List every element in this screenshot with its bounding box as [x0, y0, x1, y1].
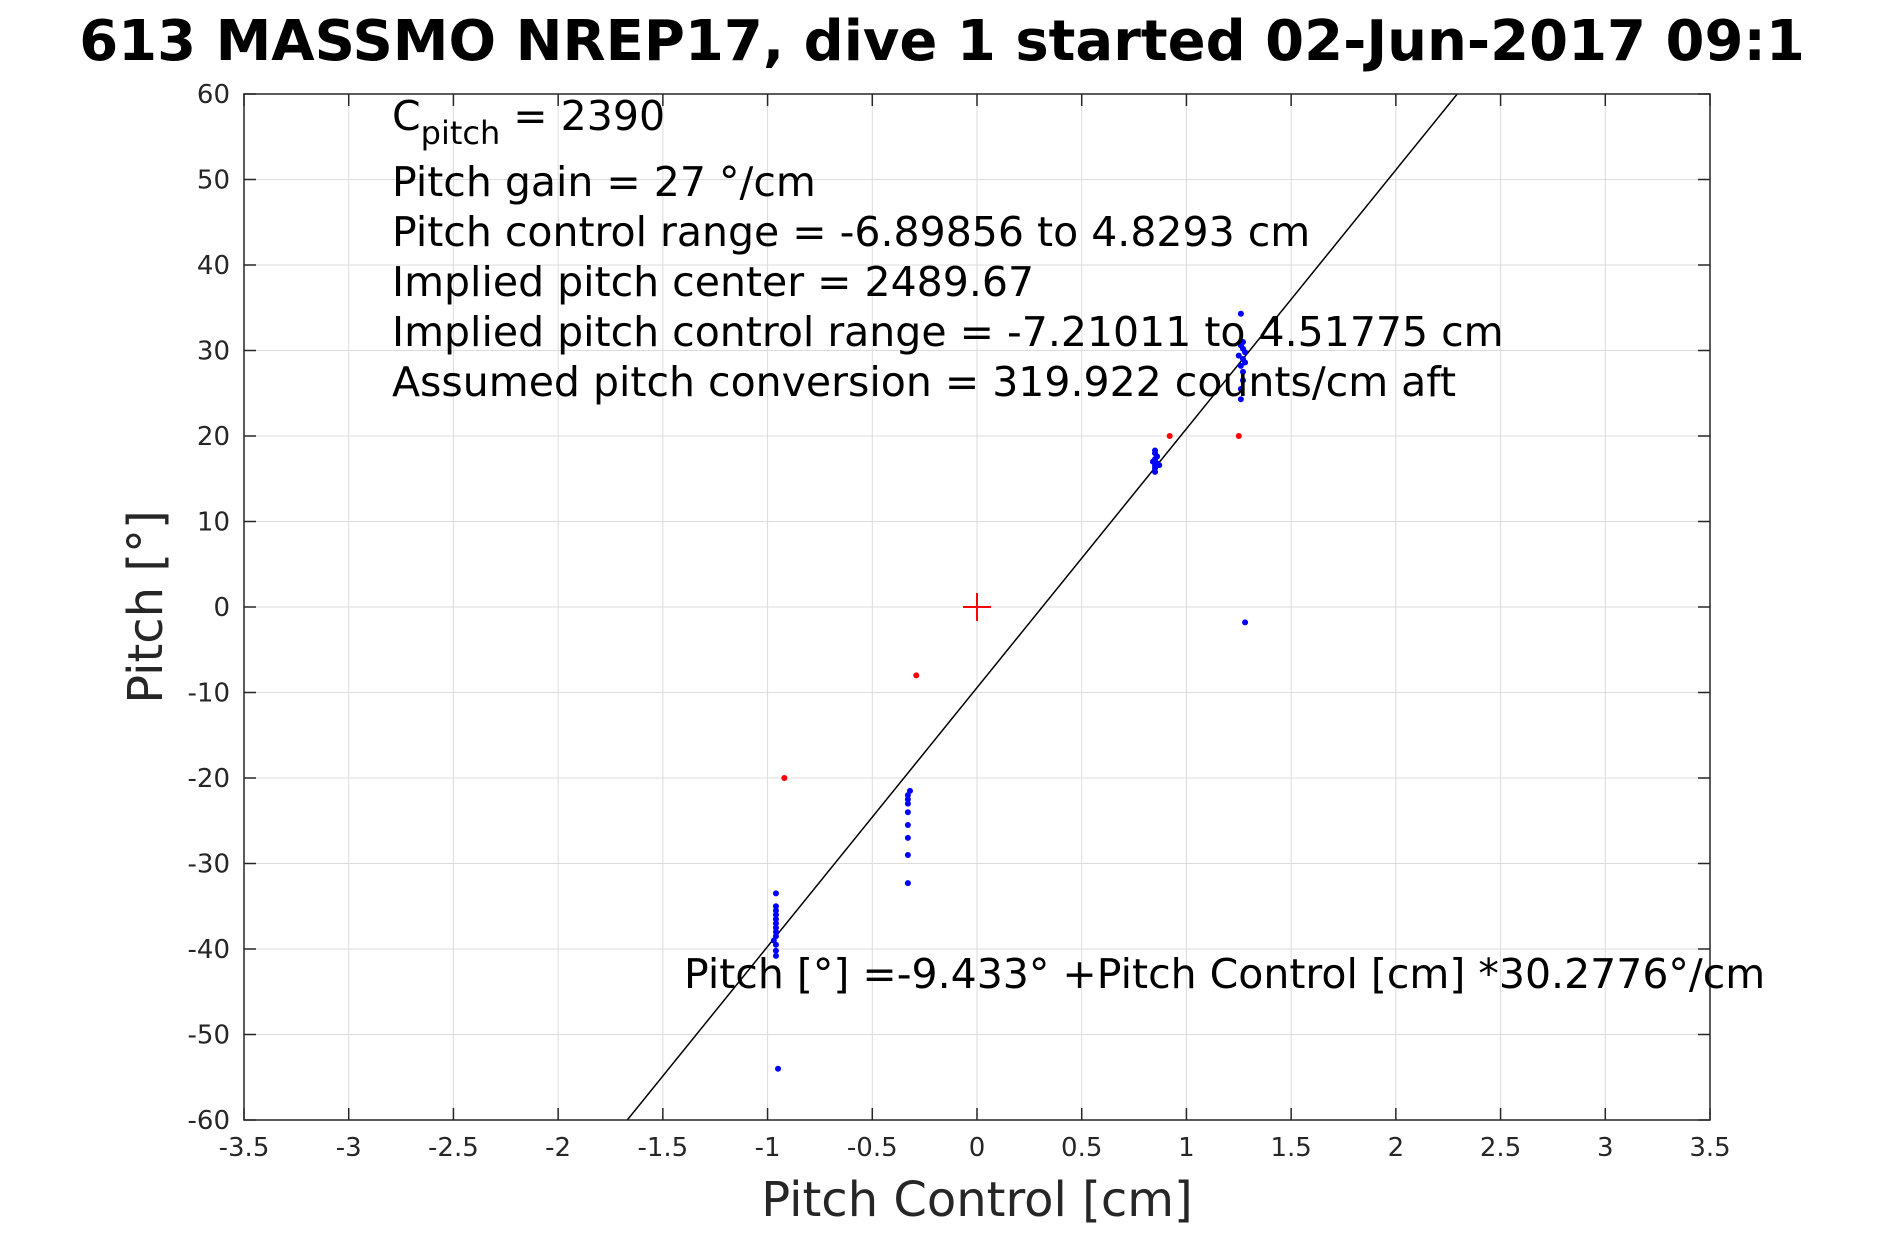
- y-tick-label: 30: [197, 337, 230, 367]
- blue-data-point: [904, 809, 911, 816]
- blue-data-point: [904, 851, 911, 858]
- blue-data-point: [904, 880, 911, 887]
- blue-data-point: [1237, 396, 1244, 403]
- blue-data-point: [1242, 619, 1249, 626]
- blue-data-point: [772, 947, 779, 954]
- x-tick-label: -1: [755, 1133, 781, 1163]
- annotation-block: Cpitch = 2390 Pitch gain = 27 °/cm Pitch…: [392, 92, 1504, 406]
- y-tick-label: -40: [188, 935, 230, 965]
- y-tick-label: 20: [197, 422, 230, 452]
- assumed-pitch-conversion-annotation: Assumed pitch conversion = 319.922 count…: [392, 358, 1456, 406]
- x-tick-label: -2.5: [428, 1133, 479, 1163]
- blue-data-point: [772, 952, 779, 959]
- y-tick-label: 0: [213, 593, 230, 623]
- fit-line: [626, 93, 1458, 1121]
- plot-frame: [243, 93, 1711, 1121]
- x-tick-label: -2: [545, 1133, 571, 1163]
- blue-data-point: [904, 834, 911, 841]
- blue-data-point: [904, 792, 911, 799]
- pitch-gain-annotation: Pitch gain = 27 °/cm: [392, 158, 816, 206]
- blue-data-point: [772, 890, 779, 897]
- y-tick-label: -20: [188, 764, 230, 794]
- y-tick-label: -60: [188, 1106, 230, 1136]
- blue-data-point: [772, 907, 779, 914]
- blue-data-point: [772, 924, 779, 931]
- x-tick-labels: -3.5 -3 -2.5 -2 -1.5 -1 -0.5 0 0.5 1 1.5 2 2.5 3 3.5: [219, 1133, 1731, 1163]
- x-tick-label: 0.5: [1061, 1133, 1102, 1163]
- y-tick-label: -10: [188, 679, 230, 709]
- y-axis-label: Pitch [°]: [118, 510, 174, 704]
- x-tick-label: 0: [969, 1133, 986, 1163]
- blue-data-point: [1237, 362, 1244, 369]
- fit-line-group: [626, 93, 1458, 1121]
- y-tick-labels: -60 -50 -40 -30 -20 -10 0 10 20 30 40 50 60: [188, 80, 230, 1136]
- blue-data-point: [1239, 338, 1246, 345]
- red-data-point: [1166, 433, 1173, 439]
- blue-data-point: [904, 822, 911, 829]
- red-data-point: [913, 672, 920, 679]
- x-tick-label: 3: [1597, 1133, 1614, 1163]
- y-tick-label: 10: [197, 508, 230, 538]
- blue-data-point: [1156, 462, 1163, 469]
- cpitch-base: C: [392, 92, 421, 140]
- implied-pitch-center-annotation: Implied pitch center = 2489.67: [392, 258, 1034, 306]
- blue-data-point: [1239, 368, 1246, 375]
- y-tick-label: -50: [188, 1021, 230, 1051]
- y-tick-label: 60: [197, 80, 230, 110]
- pitch-control-range-annotation: Pitch control range = -6.89856 to 4.8293…: [392, 208, 1310, 256]
- blue-data-point: [772, 903, 779, 910]
- data-points: [770, 310, 1249, 1072]
- x-tick-label: -0.5: [847, 1133, 898, 1163]
- x-tick-label: -3: [336, 1133, 362, 1163]
- x-tick-label: 1: [1178, 1133, 1195, 1163]
- blue-data-point: [772, 920, 779, 927]
- blue-data-point: [772, 928, 779, 935]
- red-data-point: [781, 775, 788, 781]
- y-tick-label: 40: [197, 251, 230, 281]
- blue-data-point: [1239, 377, 1246, 384]
- x-tick-label: 2.5: [1480, 1133, 1521, 1163]
- blue-data-point: [772, 941, 779, 948]
- blue-data-point: [1239, 356, 1246, 363]
- implied-pitch-control-range-annotation: Implied pitch control range = -7.21011 t…: [392, 308, 1504, 356]
- blue-data-point: [904, 800, 911, 807]
- plot-area: [243, 93, 1711, 1121]
- blue-data-point: [1237, 385, 1244, 392]
- chart-title: 613 MASSMO NREP17, dive 1 started 02-Jun…: [79, 9, 1805, 74]
- blue-data-point: [775, 1065, 782, 1072]
- blue-data-point: [1235, 352, 1242, 359]
- fit-equation-annotation: Pitch [°] =-9.433° +Pitch Control [cm] *…: [684, 950, 1765, 998]
- blue-data-point: [1237, 310, 1244, 317]
- y-tick-label: -30: [188, 850, 230, 880]
- y-tick-label: 50: [197, 166, 230, 196]
- red-data-point: [1235, 433, 1242, 439]
- cpitch-value: = 2390: [500, 92, 665, 140]
- blue-data-point: [904, 796, 911, 803]
- x-tick-label: 3.5: [1689, 1133, 1730, 1163]
- blue-data-point: [772, 911, 779, 918]
- x-tick-label: -3.5: [219, 1133, 270, 1163]
- blue-data-point: [1152, 447, 1159, 454]
- x-tick-label: 2: [1388, 1133, 1405, 1163]
- x-tick-label: -1.5: [637, 1133, 688, 1163]
- x-axis-label: Pitch Control [cm]: [761, 1172, 1192, 1228]
- cpitch-subscript: pitch: [421, 114, 501, 152]
- blue-data-point: [772, 916, 779, 923]
- x-tick-label: 1.5: [1270, 1133, 1311, 1163]
- cpitch-annotation: Cpitch = 2390: [392, 92, 665, 152]
- center-marker-group: [963, 593, 991, 621]
